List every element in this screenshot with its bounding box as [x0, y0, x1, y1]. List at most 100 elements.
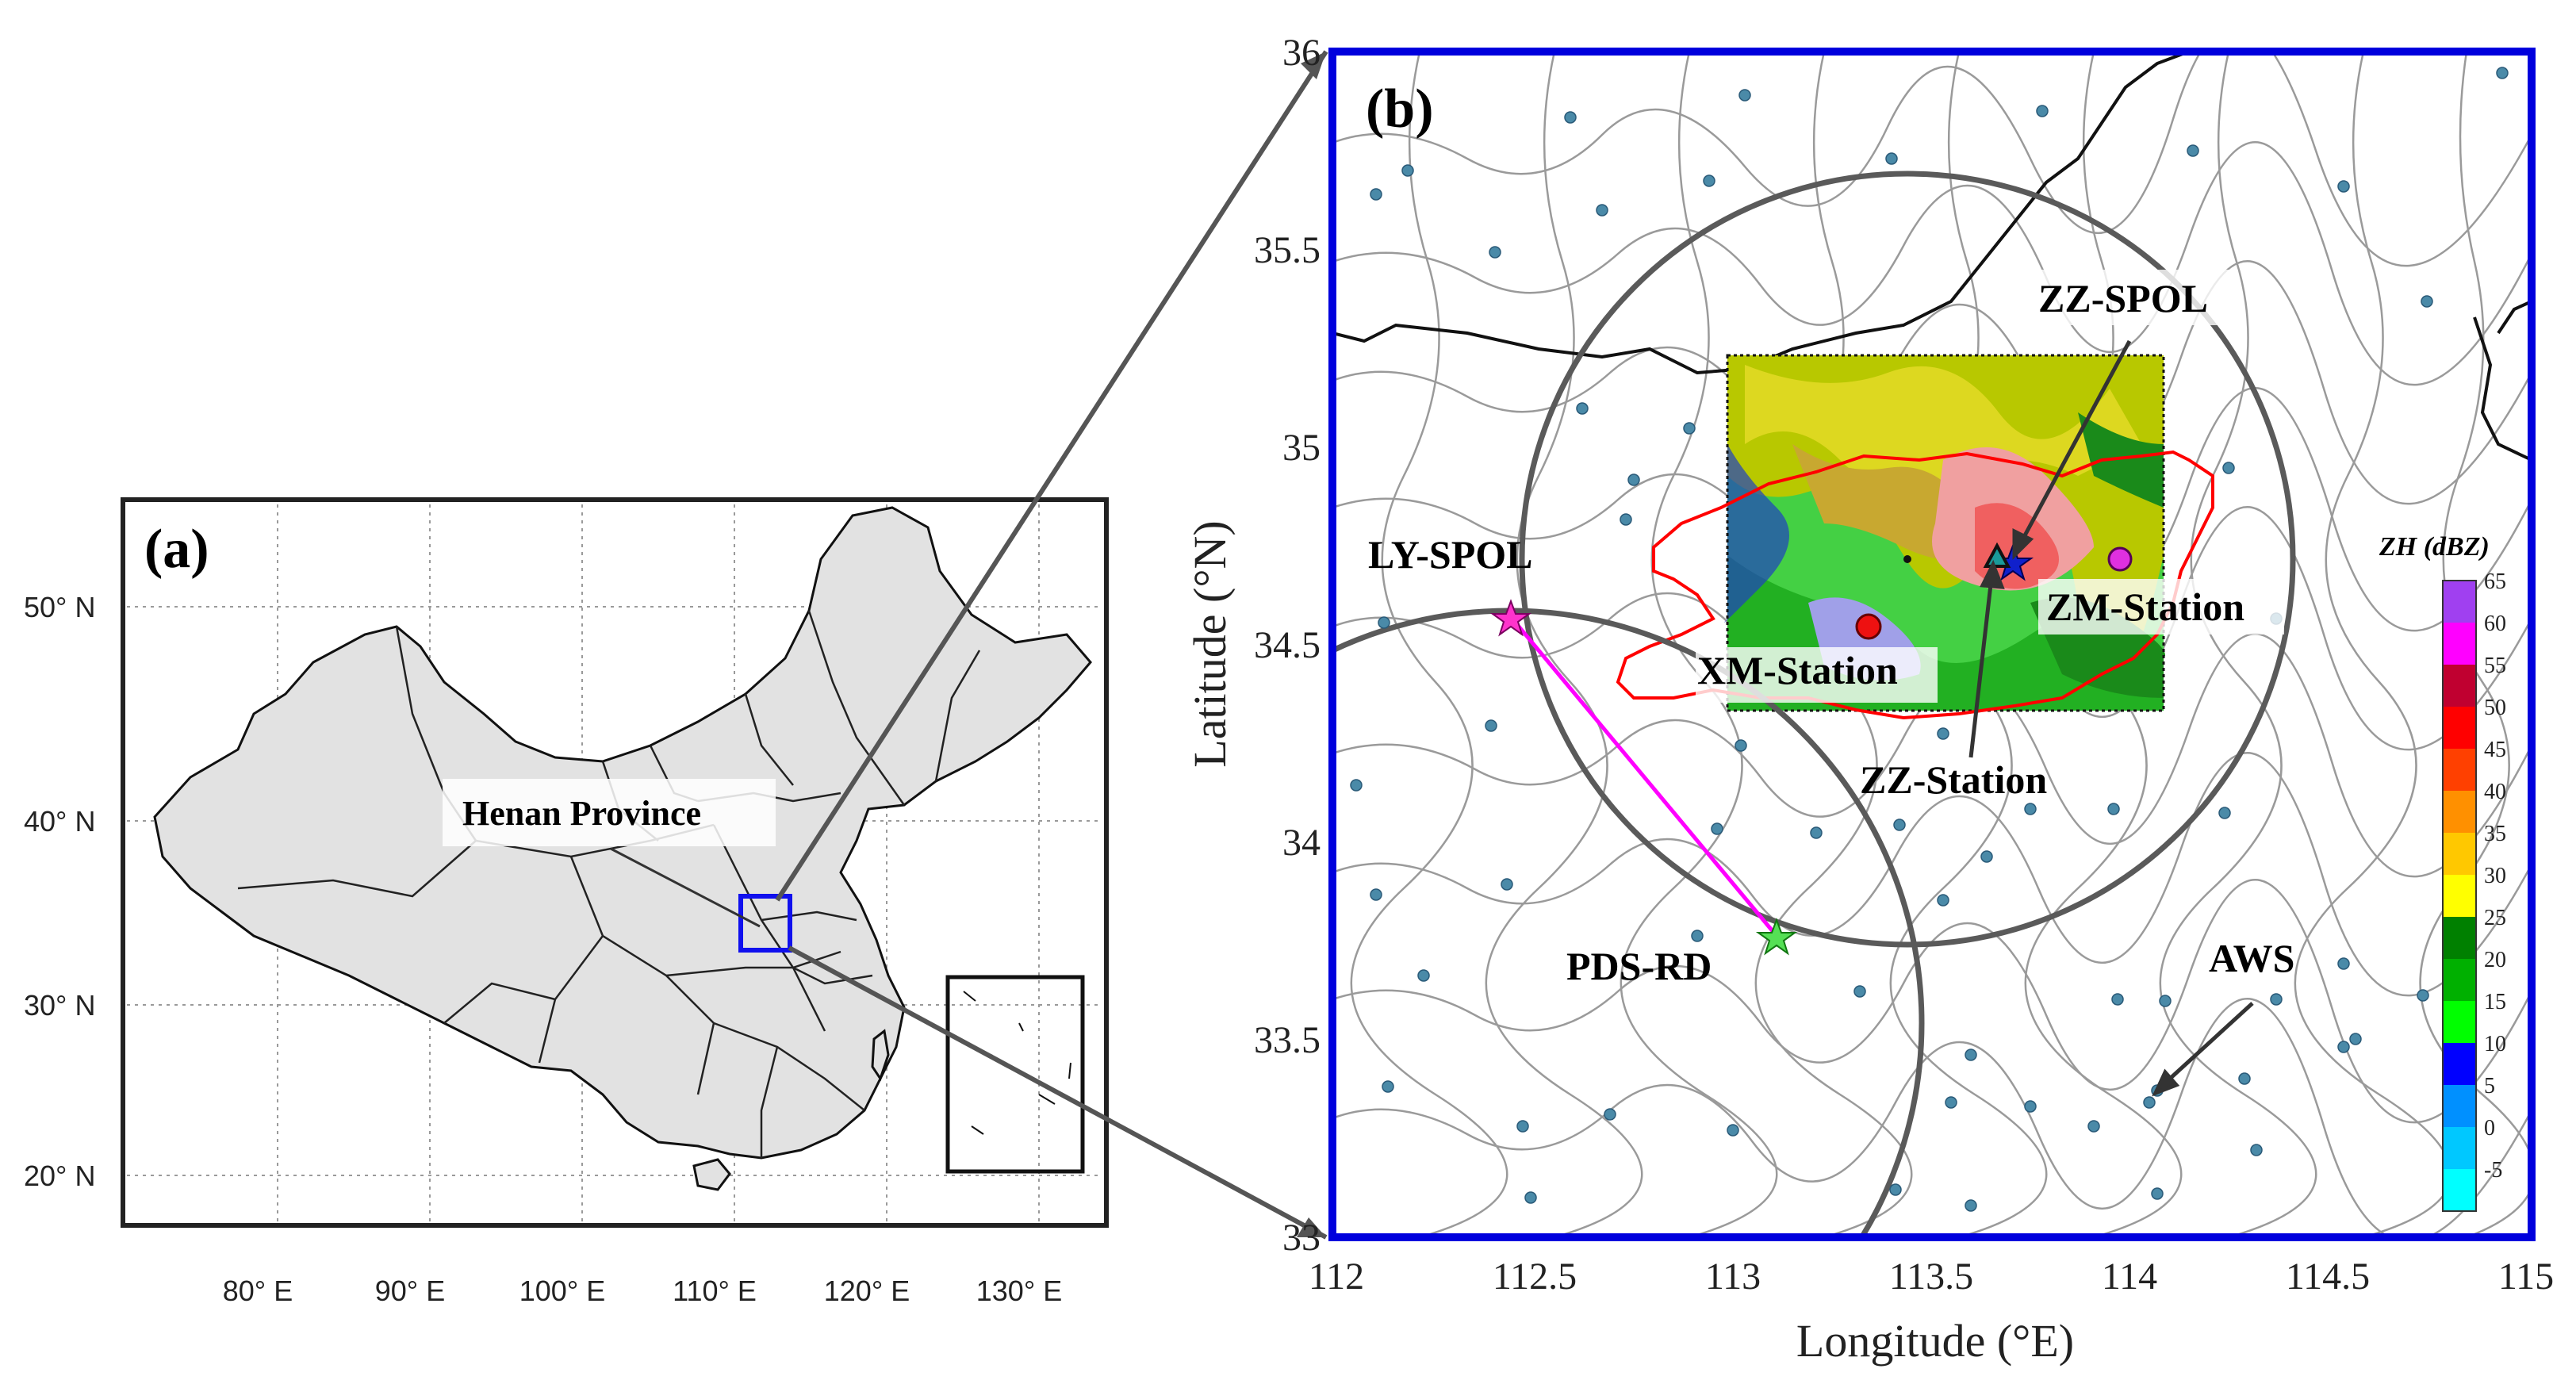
lat-tick-30: 30° N: [24, 989, 95, 1022]
panel-b-lon-ticks: 112 112.5 113 113.5 114 114.5 115: [1309, 1256, 2554, 1298]
colorbar-swatch: [2443, 833, 2476, 876]
lon-tick-80: 80° E: [223, 1275, 293, 1307]
colorbar-swatch: [2443, 581, 2476, 623]
zm-station-label-plate: [2038, 579, 2284, 634]
lon-tick-90: 90° E: [375, 1275, 445, 1307]
lat-tick-33: 33: [1282, 1217, 1321, 1259]
reflectivity-blue-west: [1723, 444, 1789, 623]
lon-tick-112: 112: [1309, 1256, 1364, 1298]
aws-label: AWS: [2209, 936, 2294, 980]
colorbar-tick-label: 30: [2484, 864, 2506, 888]
panel-b-label: (b): [1366, 79, 1434, 140]
lon-tick-120: 120° E: [824, 1275, 910, 1307]
lat-tick-20: 20° N: [24, 1160, 95, 1192]
colorbar-tick-label: -5: [2484, 1158, 2502, 1183]
ly-spol-star-marker: [1489, 599, 1532, 637]
lon-tick-114: 114: [2102, 1256, 2157, 1298]
reflectivity-frame: [1726, 354, 2165, 712]
zhengzhou-boundary: [1616, 450, 2214, 720]
zz-spol-range-ring: [1519, 171, 2296, 948]
panel-a-lat-ticks: 50° N 40° N 30° N 20° N: [24, 591, 95, 1192]
colorbar-tick-label: 60: [2484, 611, 2506, 636]
zoom-connectors: [775, 50, 1328, 1240]
zz-spol-label: ZZ-SPOL: [2038, 276, 2208, 320]
south-china-sea-inset: [945, 975, 1085, 1174]
colorbar-tick-label: 0: [2484, 1116, 2495, 1141]
colorbar-tick-label: 25: [2484, 906, 2506, 930]
province-label-plate: [443, 779, 776, 846]
colorbar-swatch: [2443, 749, 2476, 792]
panel-b-frame: [1328, 48, 2536, 1241]
lon-tick-114-5: 114.5: [2286, 1256, 2370, 1298]
panel-a-label: (a): [144, 519, 209, 580]
dual-doppler-baseline: [1509, 615, 1778, 937]
lat-tick-35: 35: [1282, 427, 1321, 469]
connector-arrow-bottom: [1297, 1217, 1326, 1237]
province-boundary-north: [1332, 52, 2190, 375]
lon-tick-115: 115: [2498, 1256, 2554, 1298]
lon-tick-110: 110° E: [673, 1275, 757, 1307]
lon-tick-112-5: 112.5: [1493, 1256, 1577, 1298]
xm-station-label: XM-Station: [1697, 648, 1898, 692]
colorbar-swatch: [2443, 917, 2476, 960]
x-axis-label: Longitude (°E): [1796, 1315, 2074, 1367]
henan-pointer: [610, 847, 761, 928]
pds-rd-star-marker: [1755, 918, 1798, 956]
colorbar-swatch: [2443, 1127, 2476, 1170]
lat-tick-36: 36: [1282, 32, 1321, 74]
colorbar-swatch: [2443, 665, 2476, 707]
reflectivity-yellow: [1745, 365, 2141, 489]
y-axis-label: Latitude (°N): [1184, 520, 1236, 767]
colorbar-tick-label: 35: [2484, 822, 2506, 846]
lat-tick-33-5: 33.5: [1254, 1019, 1321, 1061]
lat-tick-35-5: 35.5: [1254, 229, 1321, 271]
province-boundary-east: [2473, 316, 2532, 462]
zz-station-label: ZZ-Station: [1860, 757, 2047, 802]
connector-arrow-top: [1301, 52, 1326, 79]
panel-b-radar-map: ZZ-SPOL LY-SPOL ZM-Station XM-Station ZZ…: [1328, 48, 2536, 1241]
zz-ring-center: [1903, 555, 1911, 563]
lat-tick-40: 40° N: [24, 805, 95, 838]
lon-tick-130: 130° E: [976, 1275, 1062, 1307]
study-area-box: [738, 894, 792, 953]
colorbar-swatches: [2443, 581, 2476, 1212]
zz-station-triangle-marker: [1983, 542, 2011, 568]
colorbar-swatch: [2443, 875, 2476, 918]
province-boundary-east-2: [2497, 300, 2532, 335]
panel-a-china-map: Henan Province (a) 50° N 40° N 30° N 20°…: [24, 497, 1109, 1307]
colorbar-swatch: [2443, 707, 2476, 750]
panel-b-lat-ticks: 36 35.5 35 34.5 34 33.5 33: [1254, 32, 1321, 1259]
colorbar-swatch: [2443, 623, 2476, 665]
lon-tick-100: 100° E: [519, 1275, 605, 1307]
colorbar-tick-label: 5: [2484, 1074, 2495, 1098]
colorbar-tick-label: 15: [2484, 990, 2506, 1014]
zm-station-marker: [2107, 546, 2133, 572]
colorbar-title: ZH (dBZ): [2379, 532, 2490, 562]
colorbar-swatch: [2443, 1001, 2476, 1044]
reflectivity-field: [1723, 354, 2165, 712]
colorbar-swatch: [2443, 1043, 2476, 1086]
colorbar-tick-label: 20: [2484, 948, 2506, 972]
zm-station-label: ZM-Station: [2046, 585, 2244, 629]
colorbar-tick-label: 65: [2484, 569, 2506, 594]
colorbar-tick-label: 55: [2484, 654, 2506, 678]
lon-tick-113-5: 113.5: [1889, 1256, 1973, 1298]
lat-tick-34-5: 34.5: [1254, 624, 1321, 666]
colorbar-tick-label: 50: [2484, 696, 2506, 720]
aws-stations: [1350, 67, 2509, 1212]
lon-tick-113: 113: [1705, 1256, 1761, 1298]
colorbar-tick-label: 45: [2484, 738, 2506, 762]
lat-tick-50: 50° N: [24, 591, 95, 623]
ly-spol-label: LY-SPOL: [1368, 532, 1533, 577]
taiwan-island: [871, 1029, 890, 1082]
xm-station-marker: [1855, 613, 1882, 640]
pds-rd-label: PDS-RD: [1566, 944, 1712, 988]
henan-province-label: Henan Province: [462, 794, 701, 833]
panel-a-lon-ticks: 80° E 90° E 100° E 110° E 120° E 130° E: [223, 1275, 1062, 1307]
colorbar-swatch: [2443, 1169, 2476, 1212]
zz-spol-label-plate: [2030, 270, 2238, 325]
hainan-island: [692, 1158, 731, 1191]
lat-tick-34: 34: [1282, 822, 1321, 864]
